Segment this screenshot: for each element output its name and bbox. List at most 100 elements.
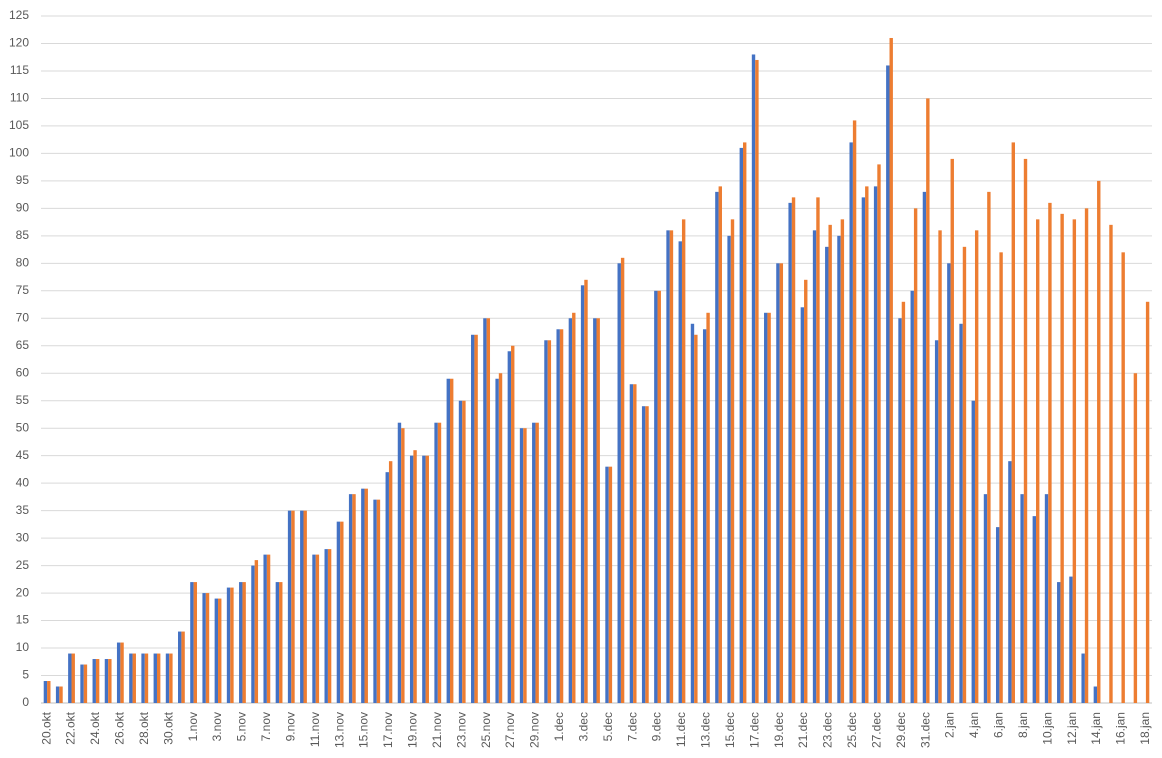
bar	[727, 235, 731, 703]
x-tick-label: 5.nov	[235, 712, 249, 741]
bar	[938, 230, 942, 703]
bar	[535, 422, 539, 703]
x-tick-label: 2.jan	[943, 712, 957, 738]
x-tick-label: 3.dec	[576, 712, 590, 741]
bar	[532, 422, 536, 703]
bar	[108, 659, 112, 703]
bar	[446, 378, 450, 703]
bar	[230, 587, 234, 703]
x-tick-label: 22.okt	[64, 711, 78, 744]
bar	[364, 488, 368, 703]
y-tick-label: 70	[16, 310, 30, 324]
bar	[511, 345, 515, 703]
y-tick-label: 25	[16, 558, 30, 572]
y-tick-label: 115	[10, 63, 29, 77]
bar	[1109, 224, 1113, 703]
x-tick-label: 15.nov	[357, 712, 371, 748]
bar	[59, 686, 63, 703]
bar	[116, 642, 121, 703]
x-tick-label: 27.nov	[503, 712, 517, 748]
bar	[1069, 576, 1073, 703]
bar	[544, 340, 548, 703]
bar	[205, 593, 210, 703]
bar	[519, 428, 524, 703]
bar	[584, 279, 588, 703]
bar	[352, 494, 356, 703]
y-tick-label: 0	[22, 695, 29, 709]
bar	[425, 455, 429, 703]
bar	[715, 191, 719, 703]
bar	[83, 664, 88, 703]
bar	[572, 312, 576, 703]
y-tick-label: 45	[16, 448, 30, 462]
bar	[409, 455, 414, 703]
x-tick-label: 13.nov	[332, 712, 346, 748]
bar	[303, 510, 307, 703]
bar	[913, 208, 918, 704]
bar	[580, 285, 585, 703]
bar	[104, 659, 109, 703]
y-tick-label: 80	[16, 255, 30, 269]
x-tick-label: 11.nov	[308, 712, 322, 747]
bar	[397, 422, 402, 703]
x-tick-label: 29.nov	[528, 712, 542, 748]
bar	[68, 653, 72, 703]
bar	[840, 219, 845, 704]
bar	[242, 582, 246, 703]
bar	[291, 510, 295, 703]
bar	[825, 246, 829, 703]
bar	[654, 290, 658, 703]
bar	[498, 373, 503, 703]
bar	[156, 653, 161, 703]
bar	[373, 499, 377, 703]
bar	[999, 252, 1003, 703]
bar	[1020, 494, 1024, 703]
bar	[178, 631, 182, 703]
x-tick-label: 27.dec	[869, 712, 883, 748]
bar	[950, 158, 954, 703]
bar	[657, 290, 661, 703]
x-tick-label: 19.nov	[406, 712, 420, 748]
bar	[144, 653, 149, 703]
bar	[422, 455, 426, 703]
x-tick-label: 4.jan	[967, 712, 981, 738]
x-tick-label: 17.dec	[747, 712, 761, 748]
bar	[361, 488, 365, 703]
bar	[141, 653, 145, 703]
x-tick-label: 10.jan	[1040, 712, 1054, 745]
bar	[413, 450, 417, 703]
x-tick-label: 20.okt	[39, 711, 53, 744]
x-tick-label: 14.jan	[1089, 712, 1103, 745]
bar	[669, 230, 674, 703]
x-tick-label: 11.dec	[674, 712, 688, 747]
bar	[617, 263, 621, 703]
y-tick-label: 95	[16, 173, 30, 187]
x-tick-label: 1.dec	[552, 712, 566, 741]
bar	[120, 642, 124, 703]
bar	[71, 653, 75, 703]
bar	[828, 224, 832, 703]
x-tick-label: 9.nov	[283, 712, 297, 741]
x-tick-label: 7.dec	[625, 712, 639, 741]
bar	[596, 318, 600, 703]
x-tick-label: 17.nov	[381, 712, 395, 748]
y-tick-label: 5	[22, 668, 29, 682]
bar	[1081, 653, 1085, 703]
x-tick-label: 21.dec	[796, 712, 810, 748]
bar	[218, 598, 222, 703]
bar	[934, 340, 939, 703]
bar	[730, 219, 735, 704]
bar	[593, 318, 597, 703]
x-tick-label: 8.jan	[1016, 712, 1030, 738]
y-tick-label: 120	[9, 36, 29, 50]
y-tick-label: 60	[16, 365, 30, 379]
x-tick-label: 15.dec	[723, 712, 737, 748]
bar	[165, 653, 170, 703]
bar	[327, 549, 332, 703]
x-tick-label: 25.nov	[479, 712, 493, 748]
bar	[1145, 301, 1150, 703]
bar	[214, 598, 219, 703]
bar	[678, 241, 682, 703]
x-tick-label: 26.okt	[113, 711, 127, 744]
